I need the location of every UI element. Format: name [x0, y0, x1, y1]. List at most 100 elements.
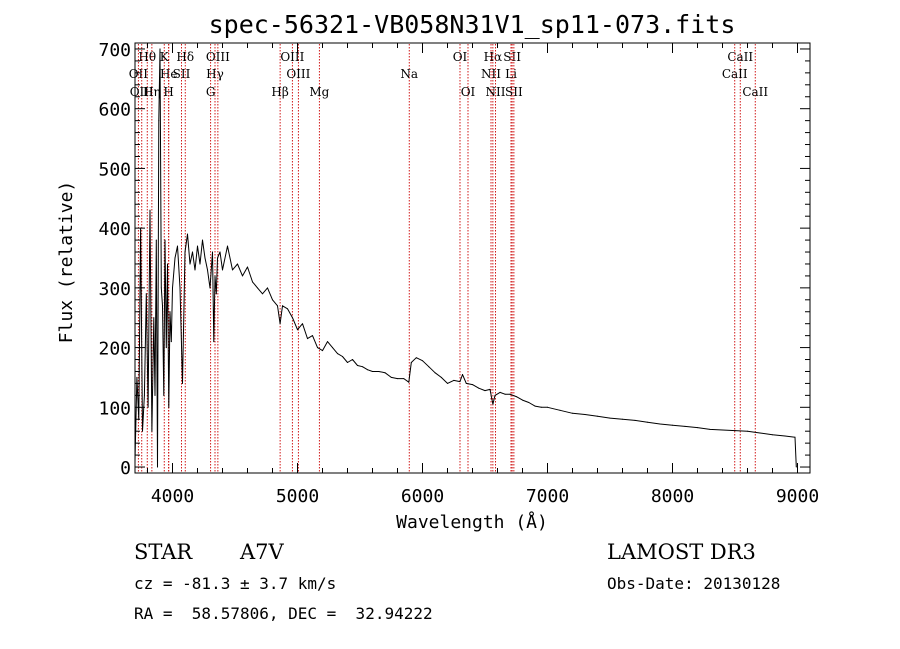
spectral-line-label: OI	[453, 50, 468, 64]
spectrum-point	[163, 394, 165, 396]
x-tick-label: 4000	[151, 486, 194, 507]
spectrum-point	[227, 245, 228, 247]
spectrum-point	[634, 419, 636, 421]
spectrum-point	[390, 376, 392, 378]
spectrum-point	[622, 418, 623, 420]
spectral-line-label: CaII	[727, 50, 753, 64]
y-tick-label: 600	[98, 100, 131, 121]
spectral-line-label: H	[163, 85, 173, 99]
spectrum-point	[408, 381, 410, 383]
coordinates: RA = 58.57806, DEC = 32.94222	[134, 604, 433, 623]
spectrum-point	[204, 257, 206, 259]
spectral-line-label: Hβ	[271, 85, 288, 99]
spectrum-point	[164, 239, 166, 241]
spectrum-point	[209, 287, 211, 289]
spectral-line-label: CaII	[722, 67, 748, 81]
y-tick-label: 200	[98, 339, 131, 360]
spectral-line-label: Hη	[143, 85, 161, 99]
spectrum-point	[170, 341, 172, 343]
spectrum-point	[177, 245, 178, 247]
spectrum-point	[302, 323, 303, 325]
spectrum-point	[499, 391, 501, 393]
spectrum-point	[312, 335, 313, 337]
spectral-line-label: OIII	[286, 67, 310, 81]
spectrum-point	[489, 388, 491, 390]
spectrum-point	[169, 311, 171, 313]
spectrum-point	[262, 293, 263, 295]
observation-date: Obs-Date: 20130128	[607, 574, 781, 593]
spectrum-point	[453, 379, 455, 381]
spectrum-point	[317, 347, 318, 349]
spectrum-point	[559, 409, 561, 411]
spectrum-point	[158, 120, 160, 122]
spectrum-point	[332, 347, 333, 349]
spectrum-point	[184, 251, 186, 253]
spectral-line-label: Mg	[309, 85, 329, 99]
spectrum-point	[165, 347, 167, 349]
spectrum-point	[372, 371, 373, 372]
spectrum-point	[174, 257, 176, 259]
spectrum-point	[194, 269, 196, 271]
spectrum-point	[322, 350, 323, 352]
spectral-line-label: OII	[129, 67, 149, 81]
spectral-line-label: NII	[481, 67, 501, 81]
spectrum-point	[597, 415, 598, 417]
spectrum-point	[428, 366, 430, 368]
spectrum-point	[202, 239, 203, 241]
spectrum-point	[159, 48, 161, 50]
spectrum-point	[212, 251, 213, 253]
x-axis-label: Wavelength (Å)	[396, 511, 548, 533]
object-class: STAR	[134, 540, 193, 564]
spectral-line-label: G	[206, 85, 216, 99]
spectrum-point	[267, 287, 268, 289]
spectrum-point	[162, 305, 163, 307]
spectrum-point	[440, 376, 442, 378]
spectral-line-label: Hγ	[206, 67, 224, 81]
spectral-line-label: Hδ	[176, 50, 194, 64]
spectrum-point	[147, 406, 149, 408]
redshift-cz: cz = -81.3 ± 3.7 km/s	[134, 574, 337, 593]
spectral-line-label: NII	[486, 85, 506, 99]
spectrum-point	[534, 405, 536, 407]
spectrum-point	[247, 266, 248, 268]
spectrum-point	[747, 430, 748, 432]
spectrum-point	[522, 399, 523, 401]
spectrum-point	[504, 393, 506, 395]
spectral-line-label: Hθ	[138, 50, 156, 64]
spectrum-point	[759, 432, 761, 434]
spectrum-point	[222, 269, 223, 271]
spectrum-point	[154, 394, 156, 396]
spectrum-point	[145, 293, 147, 295]
y-tick-label: 400	[98, 219, 131, 240]
x-tick-label: 9000	[776, 486, 819, 507]
spectrum-series	[134, 48, 797, 468]
spectrum-point	[282, 305, 283, 307]
spectral-line-label: Hα	[484, 50, 503, 64]
spectral-line-label: Li	[505, 67, 517, 81]
spectrum-point	[136, 376, 138, 378]
spectrum-point	[709, 428, 711, 430]
spectrum-point	[494, 394, 496, 396]
spectral-line-label: OI	[461, 85, 476, 99]
spectrum-point	[647, 421, 648, 423]
spectrum-point	[242, 275, 243, 277]
spectrum-point	[794, 436, 796, 438]
spectrum-point	[478, 387, 480, 389]
spectrum-point	[352, 359, 353, 360]
spectrum-point	[237, 263, 238, 265]
spectrum-point	[484, 390, 486, 392]
spectrum-point	[515, 396, 517, 398]
spectrum-point	[347, 362, 348, 363]
spectrum-point	[307, 338, 308, 340]
spectrum-point	[153, 317, 155, 319]
axis-ticks: 4000 5000 6000 7000 8000 9000 0 100 200 300 400 500…	[98, 40, 819, 507]
y-tick-label: 500	[98, 159, 131, 180]
spectrum-point	[297, 329, 298, 331]
spectrum-point	[232, 269, 233, 271]
spectrum-point	[734, 430, 736, 432]
spectrum-point	[784, 435, 786, 437]
spectrum-point	[214, 275, 216, 277]
spectral-line-label: SII	[505, 85, 523, 99]
spectrum-chart: spec-56321-VB058N31V1_sp11-073.fits Hθ OI…	[56, 10, 819, 533]
spectrum-point	[415, 357, 417, 359]
